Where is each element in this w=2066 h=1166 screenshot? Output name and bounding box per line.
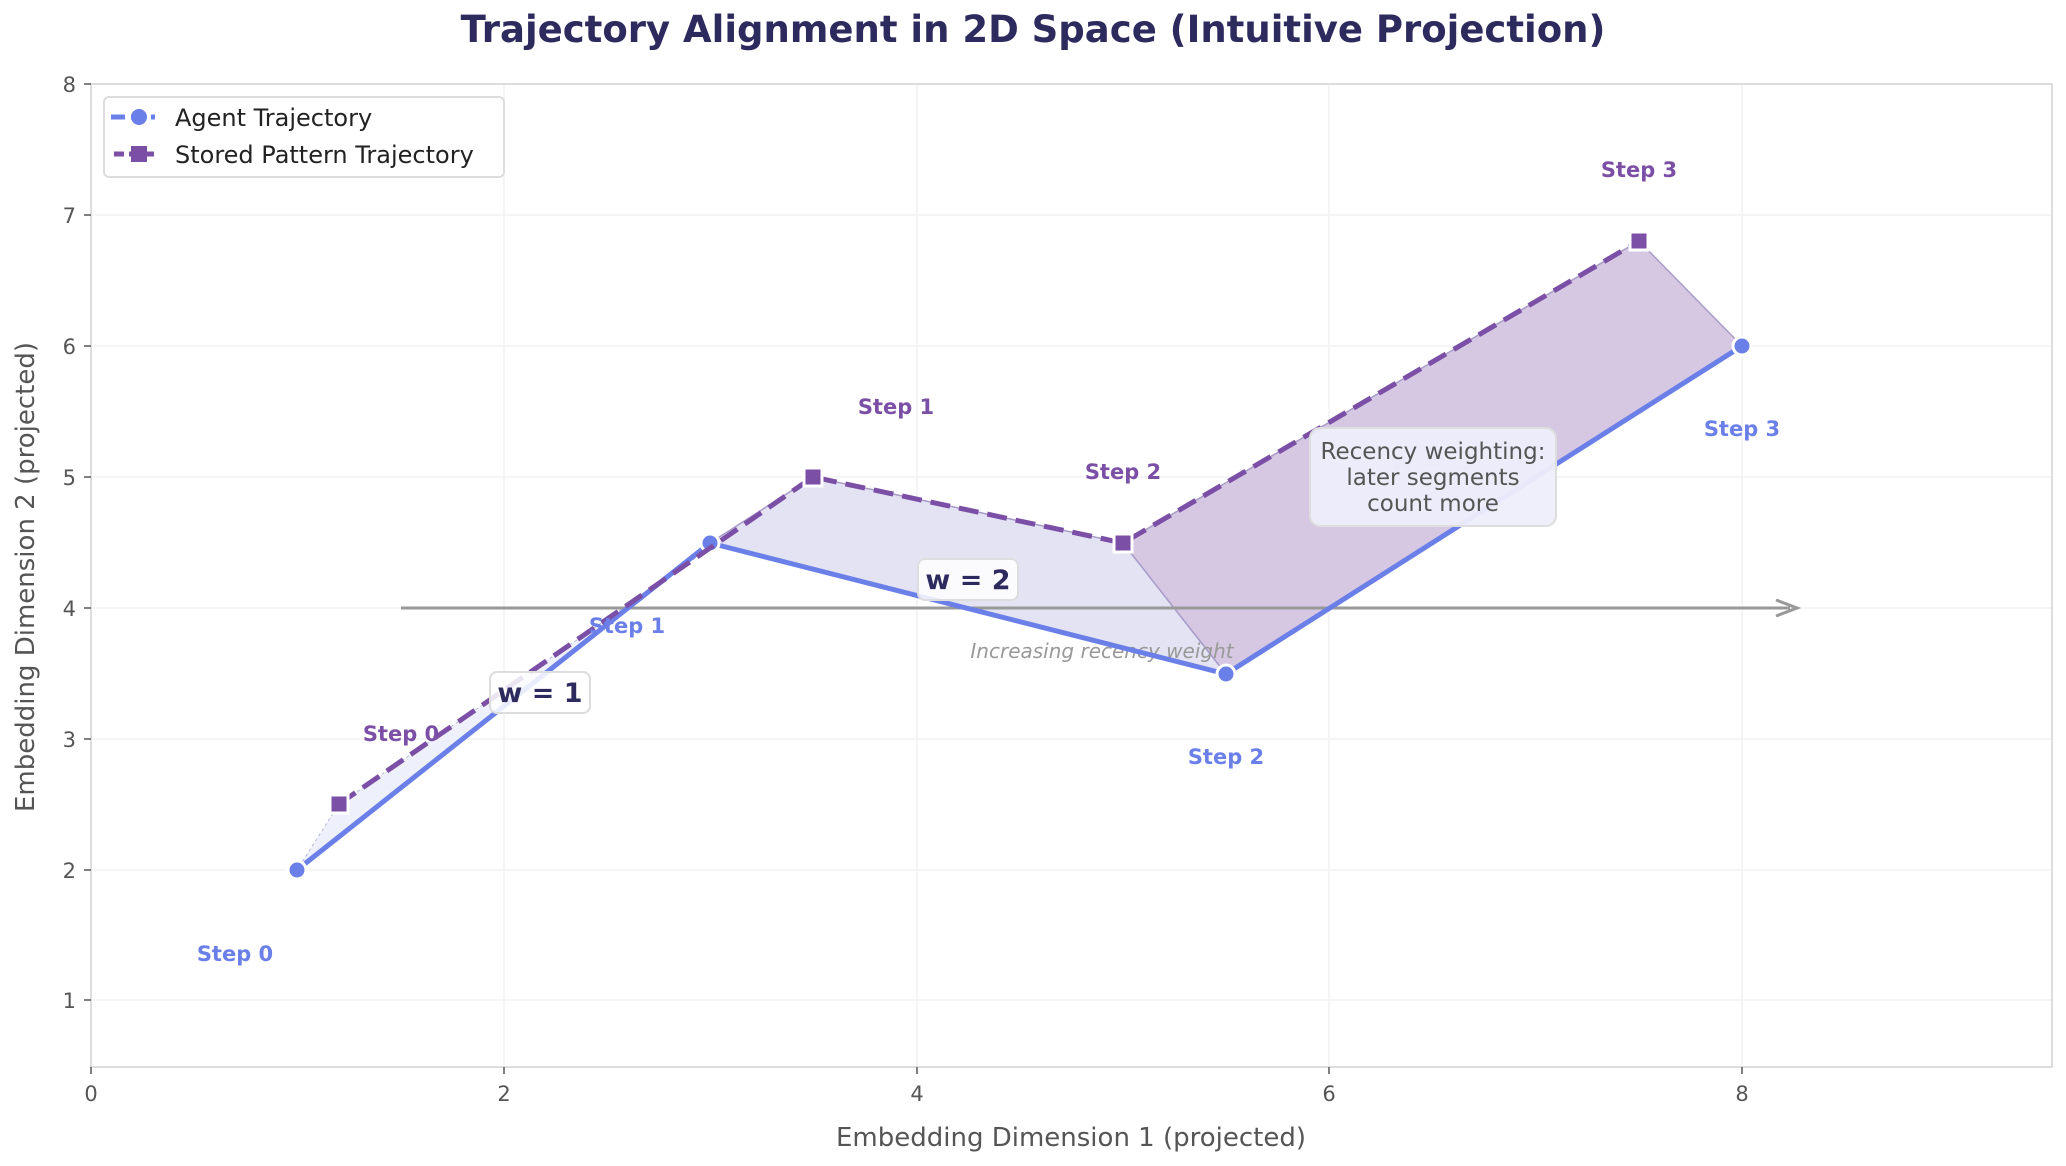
recency-arrow xyxy=(401,598,1802,618)
note-line-3: count more xyxy=(1367,491,1499,517)
y-tick-4: 4 xyxy=(63,597,76,621)
legend-item-stored: Stored Pattern Trajectory xyxy=(114,141,474,169)
agent-point-2 xyxy=(1215,663,1237,685)
x-axis: 0 2 4 6 8 Embedding Dimension 1 (project… xyxy=(84,1067,1749,1153)
y-tick-6: 6 xyxy=(63,335,76,359)
note-line-2: later segments xyxy=(1346,465,1519,491)
stored-point-3 xyxy=(1628,230,1650,252)
stored-step-label-1: Step 1 xyxy=(858,395,934,419)
y-tick-3: 3 xyxy=(63,728,76,752)
chart-title: Trajectory Alignment in 2D Space (Intuit… xyxy=(461,8,1606,51)
agent-step-label-3: Step 3 xyxy=(1704,417,1780,441)
legend-circle-icon xyxy=(131,109,147,125)
agent-step-label-2: Step 2 xyxy=(1188,745,1264,769)
agent-step-label-0: Step 0 xyxy=(197,942,273,966)
y-tick-2: 2 xyxy=(63,859,76,883)
recency-note: Recency weighting: later segments count … xyxy=(1309,427,1557,527)
y-tick-7: 7 xyxy=(63,204,76,228)
stored-trajectory xyxy=(328,230,1650,815)
stored-step-label-2: Step 2 xyxy=(1085,460,1161,484)
stored-point-2 xyxy=(1112,532,1134,554)
stored-point-0 xyxy=(328,793,350,815)
x-tick-6: 6 xyxy=(1322,1082,1335,1106)
stored-step-label-0: Step 0 xyxy=(363,722,439,746)
x-tick-4: 4 xyxy=(910,1082,923,1106)
axes-frame xyxy=(90,83,2053,1068)
legend-label-stored: Stored Pattern Trajectory xyxy=(175,141,474,169)
note-line-1: Recency weighting: xyxy=(1321,439,1546,465)
agent-step-label-1: Step 1 xyxy=(589,614,665,638)
y-axis-label: Embedding Dimension 2 (projected) xyxy=(11,342,41,812)
weight-label-2: w = 2 xyxy=(925,565,1010,596)
legend-item-agent: Agent Trajectory xyxy=(111,104,372,132)
weight-label-1: w = 1 xyxy=(497,678,582,709)
legend-label-agent: Agent Trajectory xyxy=(175,104,372,132)
x-tick-0: 0 xyxy=(84,1082,97,1106)
stored-step-label-3: Step 3 xyxy=(1601,158,1677,182)
stored-point-1 xyxy=(802,466,824,488)
y-axis: 1 2 3 4 5 6 7 8 Embedding Dimension 2 (p… xyxy=(11,73,91,1013)
weight-badge-1: w = 1 xyxy=(489,671,591,714)
y-tick-5: 5 xyxy=(63,466,76,490)
weight-badge-2: w = 2 xyxy=(917,558,1019,601)
x-tick-2: 2 xyxy=(497,1082,510,1106)
legend: Agent Trajectory Stored Pattern Trajecto… xyxy=(103,96,505,178)
legend-square-icon xyxy=(131,146,147,162)
y-tick-8: 8 xyxy=(63,73,76,97)
x-tick-8: 8 xyxy=(1735,1082,1748,1106)
agent-point-0 xyxy=(286,859,308,881)
agent-point-3 xyxy=(1731,335,1753,357)
x-axis-label: Embedding Dimension 1 (projected) xyxy=(836,1123,1306,1153)
y-tick-1: 1 xyxy=(63,989,76,1013)
